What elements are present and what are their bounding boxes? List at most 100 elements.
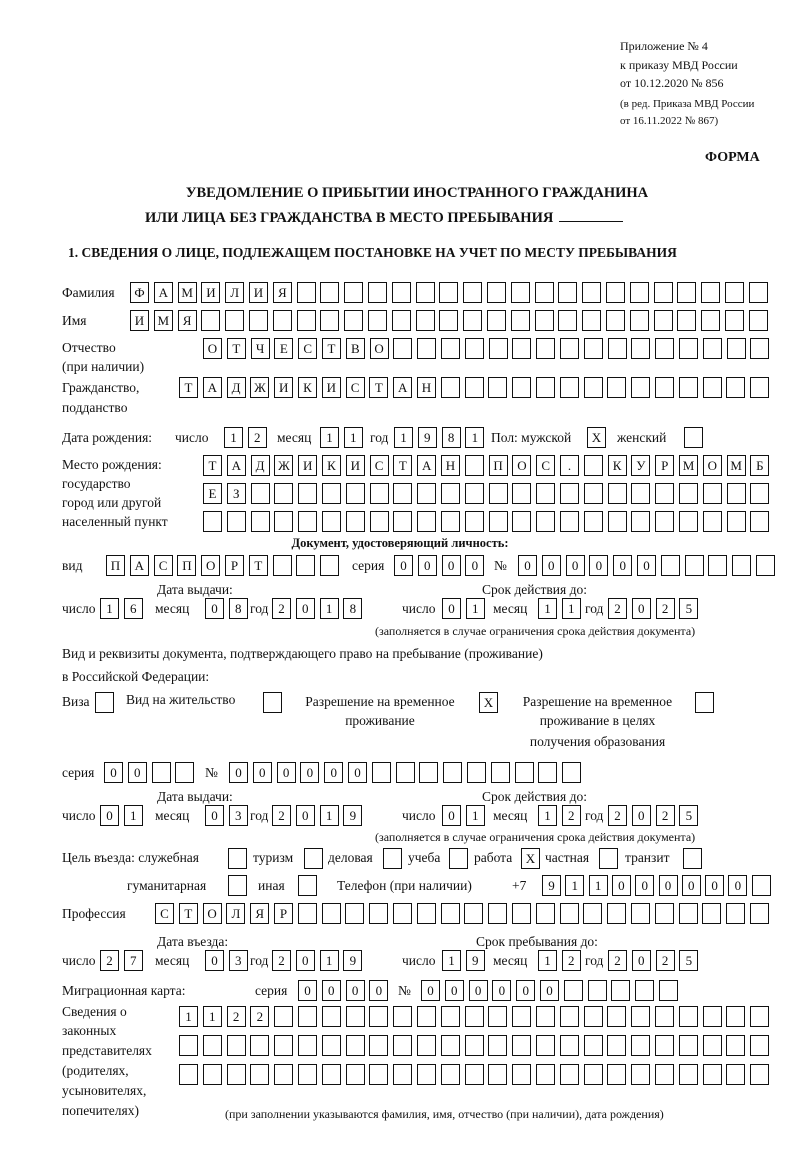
char-box[interactable]: 2 [561,950,581,971]
char-box[interactable]: 8 [228,598,248,619]
char-box[interactable] [395,762,415,783]
char-box[interactable] [677,282,697,303]
char-box[interactable]: 0 [321,980,341,1001]
char-box[interactable] [175,762,195,783]
char-box[interactable] [654,903,674,924]
checkbox[interactable] [684,427,703,448]
char-box[interactable]: 0 [658,875,678,896]
char-box[interactable] [393,338,413,359]
char-box[interactable] [514,762,534,783]
char-box[interactable]: О [702,455,722,476]
char-box[interactable] [226,511,246,532]
char-box[interactable] [440,1006,460,1027]
char-box[interactable] [487,310,506,331]
char-box[interactable]: Я [177,310,197,331]
char-box[interactable] [655,1064,674,1085]
char-box[interactable] [463,310,483,331]
char-box[interactable] [512,1064,532,1085]
char-box[interactable]: И [201,282,221,303]
char-box[interactable]: 2 [608,950,627,971]
char-box[interactable] [443,762,463,783]
char-box[interactable]: О [201,555,221,576]
char-box[interactable] [440,377,460,398]
char-box[interactable]: . [560,455,579,476]
char-box[interactable] [732,555,752,576]
char-box[interactable] [563,980,583,1001]
char-box[interactable] [488,338,508,359]
char-box[interactable] [393,1035,413,1056]
char-box[interactable] [202,1064,222,1085]
char-box[interactable]: Т [248,555,268,576]
char-box[interactable]: 2 [226,1006,246,1027]
char-box[interactable]: 9 [343,805,363,826]
char-box[interactable]: Т [393,455,413,476]
char-box[interactable] [756,555,775,576]
char-box[interactable] [631,1035,651,1056]
char-box[interactable]: К [298,377,317,398]
char-box[interactable] [322,483,341,504]
char-box[interactable]: П [488,455,508,476]
char-box[interactable] [369,1006,389,1027]
char-box[interactable] [296,282,316,303]
char-box[interactable] [653,282,673,303]
char-box[interactable]: Е [274,338,294,359]
char-box[interactable]: С [298,338,318,359]
char-box[interactable] [464,511,484,532]
char-box[interactable] [250,1035,270,1056]
char-box[interactable] [441,483,460,504]
char-box[interactable] [678,1035,698,1056]
char-box[interactable] [226,1035,246,1056]
checkbox[interactable]: X [521,848,540,869]
char-box[interactable] [679,338,698,359]
char-box[interactable]: 0 [516,980,536,1001]
char-box[interactable] [607,483,627,504]
char-box[interactable] [512,511,532,532]
char-box[interactable] [631,1006,651,1027]
char-box[interactable]: 1 [561,598,581,619]
char-box[interactable] [417,483,437,504]
char-box[interactable] [488,1006,508,1027]
char-box[interactable] [655,338,675,359]
char-box[interactable] [677,310,697,331]
char-box[interactable] [274,1064,294,1085]
char-box[interactable]: 5 [679,950,699,971]
checkbox[interactable] [449,848,468,869]
char-box[interactable] [535,903,555,924]
char-box[interactable] [726,338,746,359]
char-box[interactable]: А [417,455,437,476]
char-box[interactable] [726,483,746,504]
char-box[interactable]: П [177,555,197,576]
char-box[interactable] [441,511,460,532]
char-box[interactable]: М [153,310,173,331]
char-box[interactable] [655,1035,674,1056]
char-box[interactable]: 0 [417,555,437,576]
char-box[interactable] [750,1035,770,1056]
char-box[interactable] [345,1035,365,1056]
char-box[interactable] [272,310,292,331]
char-box[interactable] [726,1064,746,1085]
char-box[interactable]: В [345,338,365,359]
char-box[interactable] [320,282,340,303]
char-box[interactable] [631,1064,651,1085]
char-box[interactable] [583,903,603,924]
char-box[interactable]: И [274,377,294,398]
char-box[interactable] [607,377,627,398]
char-box[interactable]: И [298,455,318,476]
char-box[interactable] [416,903,436,924]
char-box[interactable]: З [226,483,246,504]
char-box[interactable] [345,1064,365,1085]
char-box[interactable] [488,483,508,504]
char-box[interactable]: 0 [276,762,296,783]
char-box[interactable]: 1 [538,950,557,971]
char-box[interactable] [417,1064,436,1085]
char-box[interactable] [726,903,746,924]
char-box[interactable]: Т [203,455,222,476]
char-box[interactable] [726,1035,746,1056]
char-box[interactable]: 2 [608,805,627,826]
char-box[interactable]: 0 [348,762,367,783]
char-box[interactable]: 0 [728,875,748,896]
char-box[interactable] [631,511,651,532]
checkbox[interactable] [298,875,317,896]
char-box[interactable]: Д [250,455,270,476]
char-box[interactable]: 2 [250,1006,270,1027]
